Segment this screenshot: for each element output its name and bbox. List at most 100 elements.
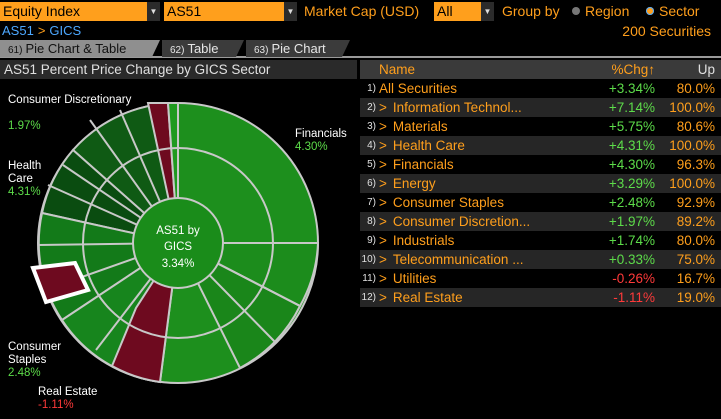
header-up[interactable]: Up bbox=[697, 62, 715, 77]
toolbar: Equity Index ▼ AS51 ▼ Market Cap (USD) A… bbox=[0, 0, 721, 22]
row-name-text: All Securities bbox=[379, 81, 458, 96]
row-up: 19.0% bbox=[676, 290, 715, 305]
table-body: 1) All Securities +3.34% 80.0% 2) > Informatio… bbox=[360, 79, 721, 307]
table-row[interactable]: 3) > Materials +5.75% 80.6% bbox=[360, 117, 721, 136]
pie-center-pct: 3.34% bbox=[162, 258, 195, 270]
market-cap-dropdown[interactable]: All ▼ bbox=[434, 2, 494, 21]
row-name[interactable]: All Securities bbox=[377, 79, 567, 98]
row-name-text: Energy bbox=[392, 176, 436, 191]
row-index: 10) bbox=[361, 254, 376, 265]
chart-title: AS51 Percent Price Change by GICS Sector bbox=[0, 60, 357, 79]
group-by-label: Group by bbox=[502, 3, 560, 19]
breadcrumb-current: GICS bbox=[49, 23, 82, 38]
securities-count: 200 Securities bbox=[622, 23, 711, 39]
table-row[interactable]: 11) > Utilities -0.26% 16.7% bbox=[360, 269, 721, 288]
row-up: 75.0% bbox=[676, 252, 715, 267]
chevron-down-icon[interactable]: ▼ bbox=[284, 2, 297, 21]
header-pct-chg[interactable]: %Chg↑ bbox=[611, 62, 655, 77]
row-name-text: Consumer Discretion... bbox=[392, 214, 531, 229]
row-name[interactable]: > Health Care bbox=[377, 136, 567, 155]
ticker-dropdown[interactable]: AS51 ▼ bbox=[164, 2, 297, 21]
row-name[interactable]: > Utilities bbox=[377, 269, 567, 288]
tab-bar: 61) Pie Chart & Table 62) Table 63) Pie Cha… bbox=[0, 40, 721, 58]
chevron-right-icon[interactable]: > bbox=[379, 119, 387, 134]
row-index: 9) bbox=[367, 235, 376, 246]
market-cap-value: All bbox=[437, 3, 453, 19]
table-row[interactable]: 1) All Securities +3.34% 80.0% bbox=[360, 79, 721, 98]
tab-pie-chart[interactable]: 63) Pie Chart bbox=[246, 40, 350, 57]
row-index: 3) bbox=[367, 121, 376, 132]
label-pct: 4.31% bbox=[8, 186, 41, 198]
chevron-right-icon[interactable]: > bbox=[379, 252, 387, 267]
row-name-text: Industrials bbox=[392, 233, 455, 248]
selected-sector-highlight[interactable] bbox=[30, 260, 91, 305]
row-index: 12) bbox=[361, 292, 376, 303]
label-consumer-staples: Consumer Staples 2.48% bbox=[8, 341, 70, 380]
table-header: Name %Chg↑ Up bbox=[360, 60, 721, 79]
table-row[interactable]: 5) > Financials +4.30% 96.3% bbox=[360, 155, 721, 174]
row-up: 100.0% bbox=[669, 100, 715, 115]
label-consumer-discretionary: Consumer Discretionary 1.97% bbox=[8, 94, 131, 133]
table-row[interactable]: 2) > Information Technol... +7.14% 100.0% bbox=[360, 98, 721, 117]
chevron-right-icon[interactable]: > bbox=[379, 290, 387, 305]
row-index: 11) bbox=[362, 273, 376, 284]
chevron-right-icon[interactable]: > bbox=[379, 271, 387, 286]
region-label: Region bbox=[585, 3, 630, 19]
table-row[interactable]: 4) > Health Care +4.31% 100.0% bbox=[360, 136, 721, 155]
table-row[interactable]: 6) > Energy +3.29% 100.0% bbox=[360, 174, 721, 193]
label-name: Health Care bbox=[8, 160, 42, 185]
row-name-text: Information Technol... bbox=[392, 100, 522, 115]
row-name[interactable]: > Information Technol... bbox=[377, 98, 567, 117]
tab-table[interactable]: 62) Table bbox=[162, 40, 244, 57]
row-name[interactable]: > Financials bbox=[377, 155, 567, 174]
region-radio[interactable]: Region bbox=[572, 2, 629, 21]
tab-label: Pie Chart bbox=[271, 41, 326, 56]
row-name[interactable]: > Real Estate bbox=[377, 288, 567, 307]
table-row[interactable]: 12) > Real Estate -1.11% 19.0% bbox=[360, 288, 721, 307]
label-pct: -1.11% bbox=[38, 399, 74, 411]
row-index: 5) bbox=[367, 159, 376, 170]
row-pct-chg: +4.31% bbox=[608, 138, 655, 153]
pie-center-line1: AS51 by bbox=[156, 225, 200, 237]
pie-center-line2: GICS bbox=[164, 241, 192, 253]
chevron-right-icon[interactable]: > bbox=[379, 214, 387, 229]
label-name: Financials bbox=[295, 128, 347, 140]
row-name[interactable]: > Materials bbox=[377, 117, 567, 136]
row-pct-chg: +3.29% bbox=[608, 176, 655, 191]
tab-number: 62) bbox=[170, 45, 185, 56]
row-up: 96.3% bbox=[676, 157, 715, 172]
sector-table: Name %Chg↑ Up 1) All Securities +3.34% 80.0… bbox=[360, 60, 721, 307]
table-row[interactable]: 9) > Industrials +1.74% 80.0% bbox=[360, 231, 721, 250]
table-row[interactable]: 8) > Consumer Discretion... +1.97% 89.2% bbox=[360, 212, 721, 231]
sector-pie-chart[interactable]: AS51 by GICS 3.34% bbox=[0, 79, 357, 419]
chevron-right-icon[interactable]: > bbox=[379, 157, 387, 172]
tab-pie-chart-table[interactable]: 61) Pie Chart & Table bbox=[0, 40, 160, 57]
row-name[interactable]: > Energy bbox=[377, 174, 567, 193]
row-name-text: Financials bbox=[392, 157, 454, 172]
index-type-dropdown[interactable]: Equity Index ▼ bbox=[0, 2, 160, 21]
row-name[interactable]: > Industrials bbox=[377, 231, 567, 250]
breadcrumb-root[interactable]: AS51 bbox=[2, 23, 34, 38]
table-row[interactable]: 10) > Telecommunication ... +0.33% 75.0% bbox=[360, 250, 721, 269]
header-name[interactable]: Name bbox=[379, 62, 416, 77]
label-name: Real Estate bbox=[38, 386, 98, 398]
chevron-right-icon[interactable]: > bbox=[379, 176, 387, 191]
row-index: 2) bbox=[367, 102, 376, 113]
row-up: 100.0% bbox=[669, 138, 715, 153]
chevron-right-icon[interactable]: > bbox=[379, 195, 387, 210]
row-name[interactable]: > Telecommunication ... bbox=[377, 250, 567, 269]
chevron-down-icon[interactable]: ▼ bbox=[147, 2, 160, 21]
sector-radio[interactable]: Sector bbox=[646, 2, 699, 21]
chevron-down-icon[interactable]: ▼ bbox=[481, 2, 494, 21]
row-pct-chg: +3.34% bbox=[608, 81, 655, 96]
radio-unselected-icon bbox=[572, 7, 580, 15]
tab-number: 61) bbox=[8, 45, 23, 56]
row-name[interactable]: > Consumer Discretion... bbox=[377, 212, 567, 231]
chevron-right-icon[interactable]: > bbox=[379, 138, 387, 153]
row-name[interactable]: > Consumer Staples bbox=[377, 193, 567, 212]
chevron-right-icon[interactable]: > bbox=[379, 100, 387, 115]
table-row[interactable]: 7) > Consumer Staples +2.48% 92.9% bbox=[360, 193, 721, 212]
chevron-right-icon[interactable]: > bbox=[379, 233, 387, 248]
center-circle[interactable] bbox=[132, 197, 224, 289]
row-up: 92.9% bbox=[676, 195, 715, 210]
